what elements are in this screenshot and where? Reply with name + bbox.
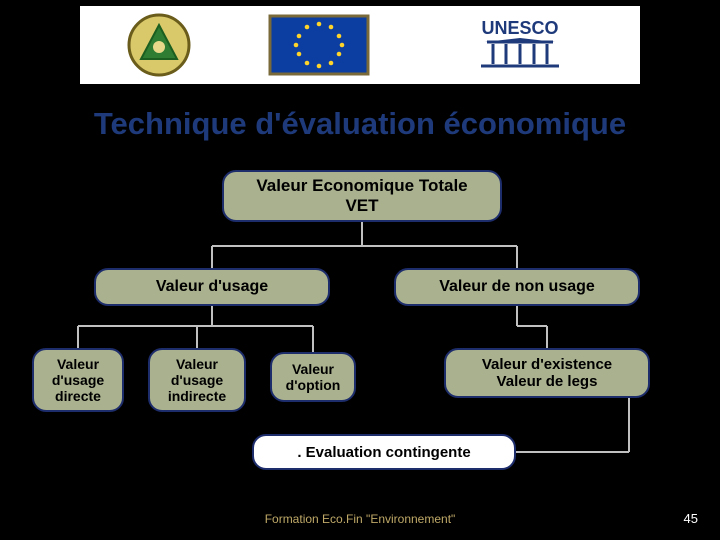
node-label: Valeur Economique TotaleVET bbox=[256, 176, 467, 215]
node-label: Valeur de non usage bbox=[439, 278, 595, 296]
node-valeur-nonusage: Valeur de non usage bbox=[394, 268, 640, 306]
logo-unesco: UNESCO bbox=[445, 12, 595, 78]
node-usage-indirecte: Valeurd'usageindirecte bbox=[148, 348, 246, 412]
node-label: Valeur d'usage bbox=[156, 278, 268, 296]
node-valeur-existence: Valeur d'existenceValeur de legs bbox=[444, 348, 650, 398]
unesco-text: UNESCO bbox=[481, 18, 558, 38]
page-title: Technique d'évaluation économique bbox=[20, 106, 700, 142]
page-number: 45 bbox=[684, 511, 698, 526]
node-label: Valeurd'usageindirecte bbox=[168, 356, 226, 404]
logo-eu-flag bbox=[264, 12, 374, 78]
node-valeur-usage: Valeur d'usage bbox=[94, 268, 330, 306]
node-label: . Evaluation contingente bbox=[297, 444, 470, 461]
node-vet-root: Valeur Economique TotaleVET bbox=[222, 170, 502, 222]
node-label: Valeurd'option bbox=[286, 361, 341, 393]
node-label: Valeur d'existenceValeur de legs bbox=[482, 356, 612, 391]
node-label: Valeurd'usagedirecte bbox=[52, 356, 104, 404]
logo-left bbox=[125, 11, 193, 79]
node-usage-directe: Valeurd'usagedirecte bbox=[32, 348, 124, 412]
logo-strip: UNESCO bbox=[80, 6, 640, 84]
node-evaluation-contingente: . Evaluation contingente bbox=[252, 434, 516, 470]
node-valeur-option: Valeurd'option bbox=[270, 352, 356, 402]
footer-caption: Formation Eco.Fin "Environnement" bbox=[0, 512, 720, 526]
